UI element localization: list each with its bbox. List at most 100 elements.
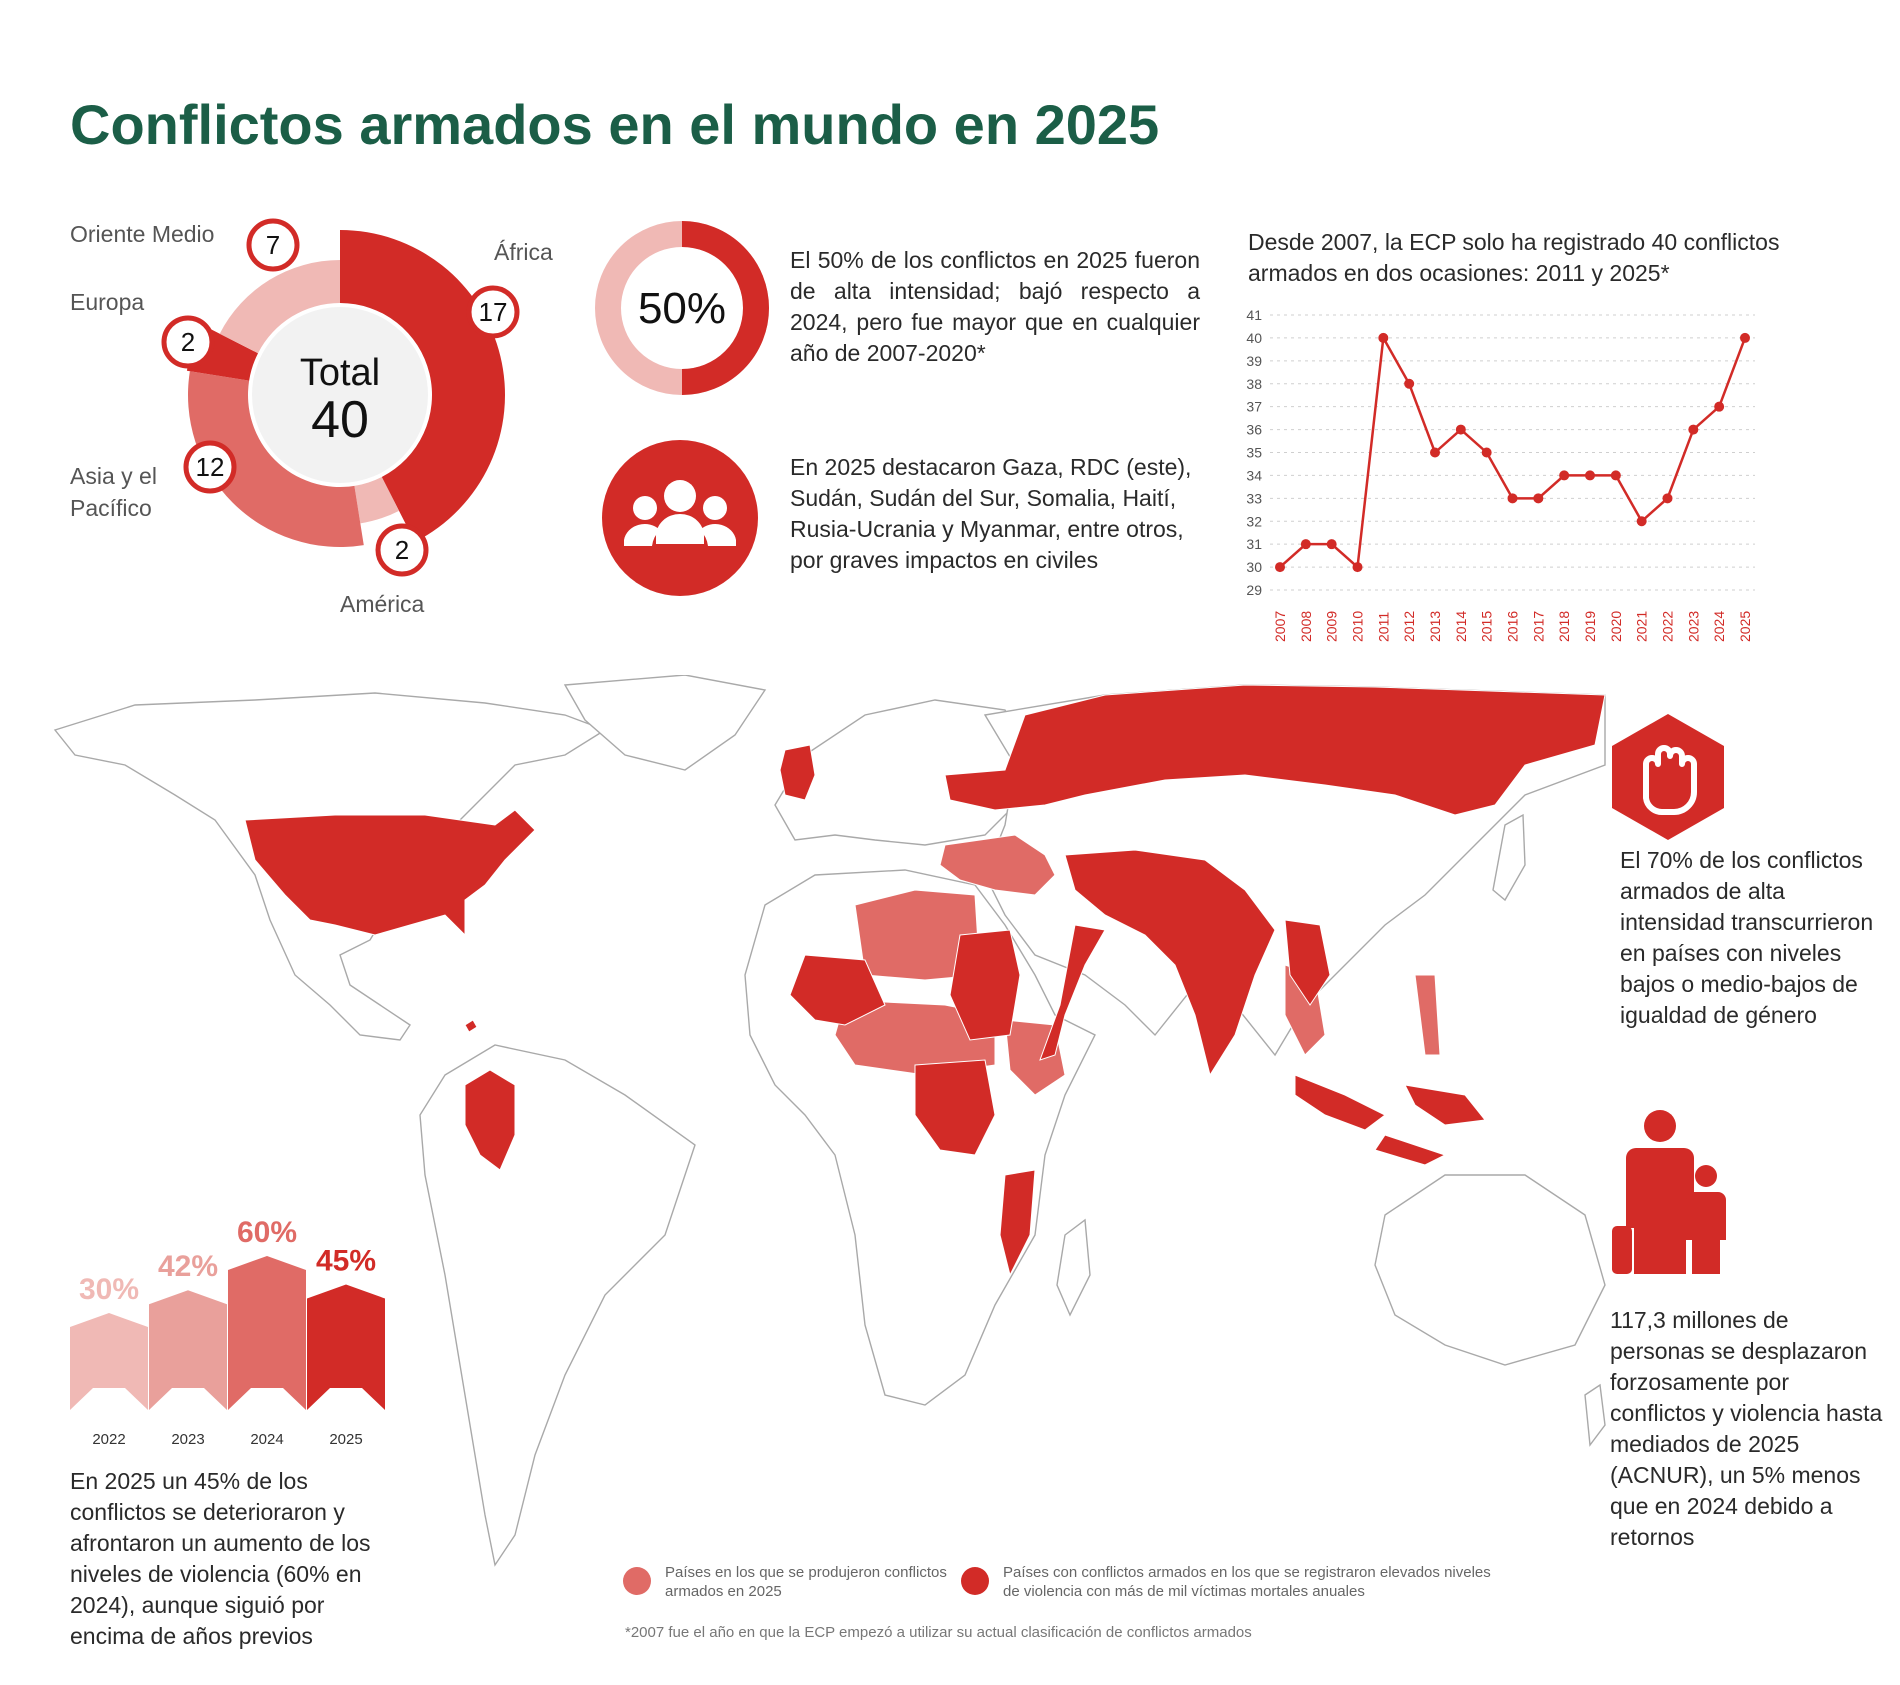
label-america: América (340, 591, 425, 617)
line-point (1740, 332, 1750, 343)
map-conflict-turkey-syria-iraq (939, 834, 1056, 896)
y-tick-label: 33 (1246, 490, 1262, 506)
donut-slice-1 (354, 476, 400, 524)
displaced-family-icon (1612, 1110, 1726, 1274)
region-badge-0 (246, 218, 300, 272)
ring-dark (681, 221, 769, 395)
line-point (1455, 424, 1466, 435)
map-conflict-iran-pakistan-india (1064, 849, 1276, 1077)
landmass-japan (1492, 813, 1526, 902)
x-tick-label: 2023 (1685, 611, 1701, 642)
x-tick-label: 2025 (1737, 611, 1753, 642)
gender-text: El 70% de los conflictos armados de alta… (1620, 847, 1874, 1028)
donut-slice-2 (187, 371, 364, 547)
label-europa: Europa (70, 289, 145, 315)
region-badge-1 (466, 285, 520, 339)
line-point (1636, 516, 1647, 527)
x-tick-label: 2016 (1505, 611, 1521, 642)
legend-light-swatch (623, 1567, 651, 1595)
line-point (1585, 470, 1595, 481)
y-tick-label: 37 (1246, 399, 1262, 415)
line-point (1507, 493, 1518, 504)
map-conflict-sudan (949, 929, 1021, 1041)
y-tick-label: 41 (1246, 307, 1262, 323)
y-tick-label: 31 (1246, 536, 1262, 552)
x-tick-label: 2020 (1608, 611, 1624, 642)
conflicts-line-chart: 29 30 31 32 33 34 35 36 37 38 39 40 41 2007 2008 2009 20… (1246, 307, 1755, 642)
intensity-ring-chart: 50% (595, 221, 769, 395)
line-point (1662, 493, 1673, 504)
bar-value-label: 60% (237, 1216, 297, 1249)
bar-year-label: 2024 (250, 1431, 283, 1448)
line-chart-note: Desde 2007, la ECP solo ha registrado 40… (1248, 229, 1780, 286)
line-point (1352, 562, 1363, 573)
displacement-text: 117,3 millones de personas se desplazaro… (1610, 1307, 1883, 1550)
landmass-australia (1374, 1174, 1606, 1366)
label-asia-pacifico: Asia y el Pacífico (70, 463, 157, 521)
civilians-text: En 2025 destacaron Gaza, RDC (este), Sud… (790, 454, 1192, 573)
bar-year-label: 2022 (92, 1431, 125, 1448)
line-point (1481, 447, 1492, 458)
map-conflict-indonesia (1294, 1074, 1486, 1166)
map-conflict-somalia-yemen (1039, 924, 1106, 1061)
x-tick-label: 2019 (1582, 611, 1598, 642)
bar-value-label: 30% (79, 1273, 139, 1306)
bar-year-label: 2023 (171, 1431, 204, 1448)
bar-2023 (149, 1290, 227, 1410)
x-tick-label: 2018 (1556, 611, 1572, 642)
region-badge-value-4: 2 (395, 535, 409, 565)
deterioration-bar-chart: 30% 2022 42% 2023 60% 2024 45% 2025 (70, 1216, 385, 1448)
line-point (1714, 401, 1725, 412)
map-conflict-russia-ukraine (944, 684, 1606, 816)
bar-value-label: 45% (316, 1245, 376, 1278)
y-tick-label: 39 (1246, 353, 1262, 369)
legend-light-text: Países en los que se produjeron conflict… (665, 1564, 947, 1600)
region-badge-value-2: 2 (181, 327, 195, 357)
map-conflict-usa (244, 809, 536, 937)
landmass-madagascar (1056, 1218, 1091, 1317)
map-conflict-myanmar (1284, 919, 1331, 1006)
x-tick-label: 2015 (1479, 611, 1495, 642)
y-tick-label: 29 (1246, 582, 1262, 598)
donut-center-label: Total (300, 352, 380, 394)
line-point (1275, 562, 1285, 573)
region-badge-value-1: 17 (479, 297, 508, 327)
map-conflict-haiti (464, 1019, 478, 1033)
x-tick-label: 2013 (1427, 611, 1443, 642)
bar-2024 (228, 1256, 306, 1410)
region-badge-value-0: 7 (266, 230, 280, 260)
deterioration-text: En 2025 un 45% de los conflictos se dete… (70, 1468, 371, 1649)
line-point (1533, 493, 1544, 504)
y-tick-label: 38 (1246, 376, 1262, 392)
y-tick-label: 35 (1246, 445, 1262, 461)
line-point (1610, 470, 1621, 481)
legend-dark-swatch (961, 1567, 989, 1595)
label-africa: África (494, 239, 553, 265)
x-tick-label: 2007 (1272, 611, 1288, 642)
y-tick-label: 34 (1246, 467, 1262, 483)
x-tick-label: 2009 (1324, 611, 1340, 642)
bar-year-label: 2025 (329, 1431, 362, 1448)
bar-2025 (307, 1284, 385, 1410)
y-tick-label: 40 (1246, 330, 1262, 346)
map-conflict-colombia (464, 1069, 516, 1171)
line-point (1559, 470, 1570, 481)
map-conflict-mali-nigeria (789, 954, 886, 1026)
region-badge-2 (161, 315, 215, 369)
x-tick-label: 2008 (1298, 611, 1314, 642)
label-oriente-medio: Oriente Medio (70, 221, 215, 247)
y-tick-label: 30 (1246, 559, 1262, 575)
donut-center (252, 307, 428, 483)
landmass-new-zealand (1584, 1383, 1606, 1447)
x-tick-label: 2014 (1453, 611, 1469, 642)
x-tick-label: 2024 (1711, 611, 1727, 642)
bar-value-label: 42% (158, 1250, 218, 1283)
footnote: *2007 fue el año en que la ECP empezó a … (625, 1624, 1252, 1641)
donut-slice-4 (219, 260, 340, 354)
line-point (1430, 447, 1440, 458)
region-badge-4 (375, 523, 429, 577)
region-badge-value-3: 12 (196, 452, 225, 482)
intensity-percent: 50% (638, 284, 726, 333)
legend-dark-text: Países con conflictos armados en los que… (1003, 1564, 1491, 1600)
